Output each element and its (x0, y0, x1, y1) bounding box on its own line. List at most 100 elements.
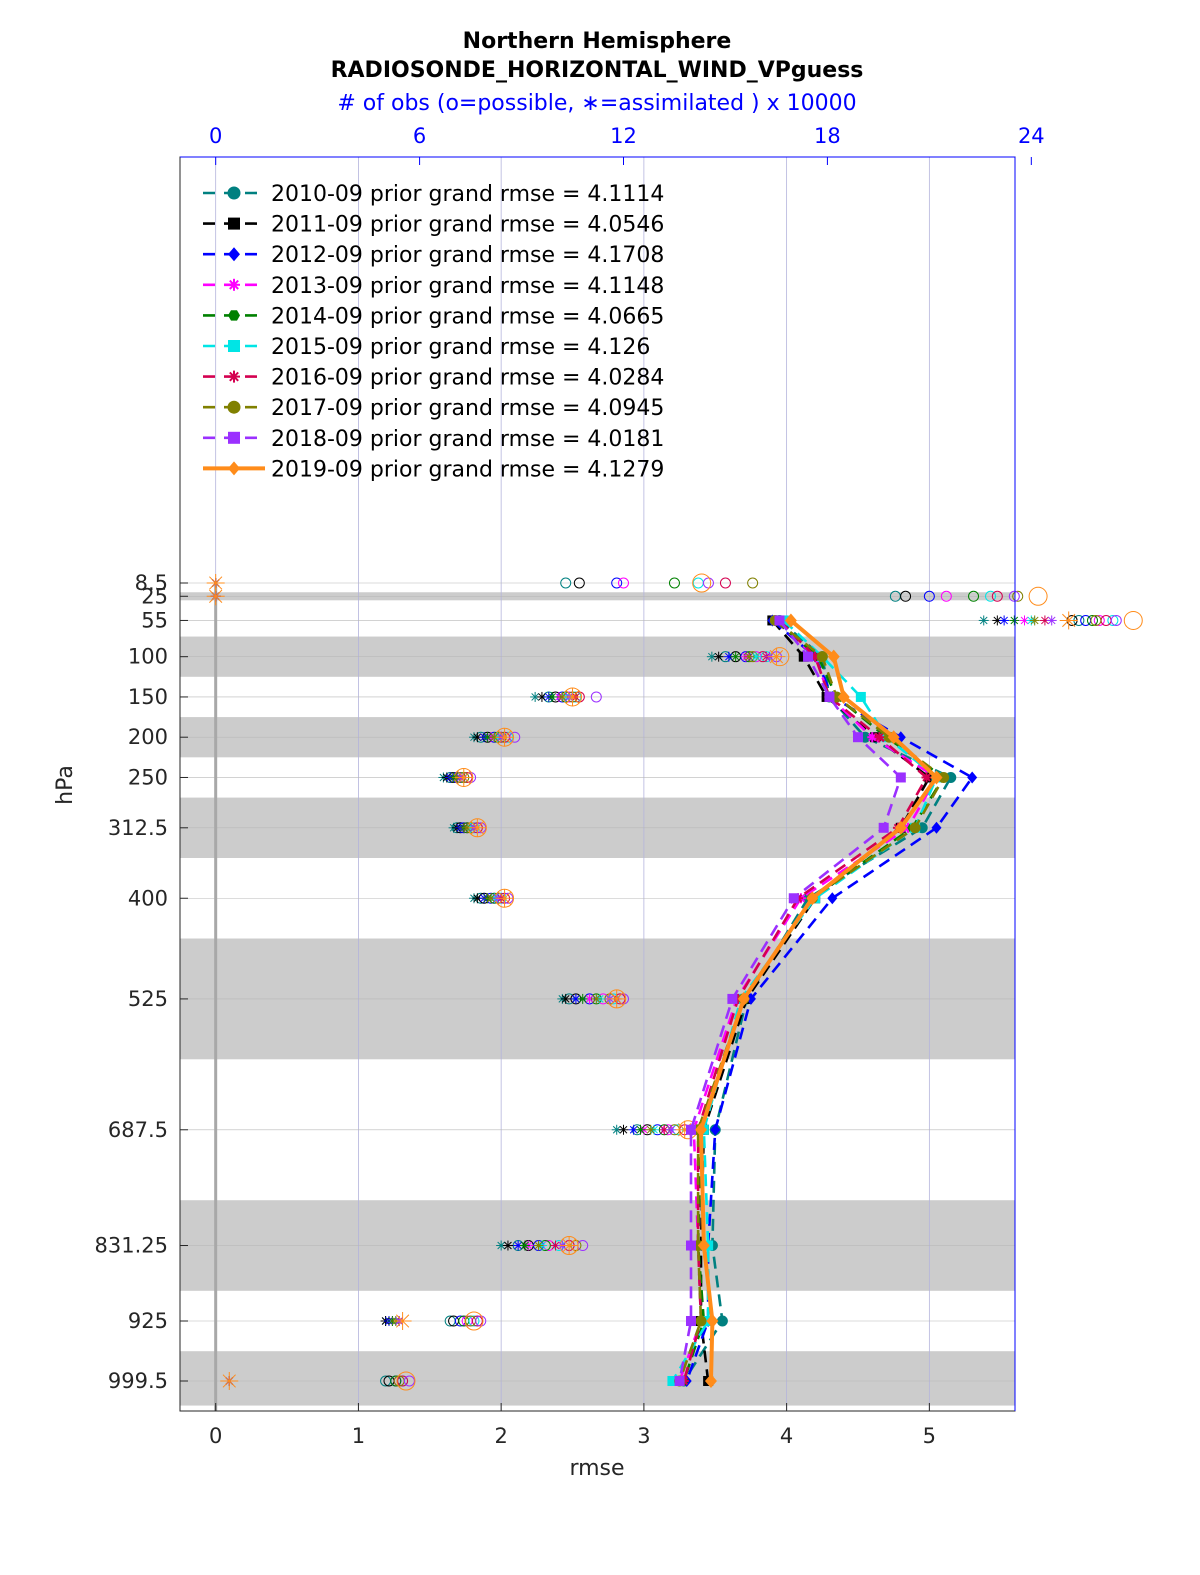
assimilated-obs-marker (1029, 615, 1040, 626)
asterisk-stroke (222, 1374, 236, 1388)
possible-obs-marker (1100, 614, 1112, 626)
asterisk-stroke (473, 894, 482, 903)
legend-marker (227, 400, 241, 414)
possible-obs-marker (573, 577, 585, 589)
series-point (824, 691, 835, 702)
series-line (698, 618, 939, 1382)
y-tick-label: 312.5 (108, 816, 168, 840)
asterisk-stroke (619, 1125, 628, 1134)
asterisk-stroke (629, 1125, 638, 1134)
assimilated-obs-marker (618, 1124, 629, 1135)
top-tick-label: 0 (209, 124, 222, 148)
series-point (803, 651, 814, 662)
assimilated-obs-marker (628, 1124, 639, 1135)
asterisk-stroke (979, 616, 988, 625)
possible-obs-marker (396, 1371, 416, 1391)
possible-obs-marker (1107, 614, 1119, 626)
series-point (695, 1315, 707, 1327)
asterisk-stroke (514, 1241, 522, 1250)
y-tick-label: 8.5 (135, 571, 168, 595)
possible-obs-marker (471, 1315, 483, 1327)
asterisk-stroke (1041, 616, 1049, 625)
assimilated-obs-marker (206, 574, 225, 592)
possible-obs-marker (747, 577, 759, 589)
series-point (667, 1376, 678, 1386)
assimilated-obs-marker (536, 691, 547, 702)
possible-obs-marker (611, 577, 623, 589)
series-lines (667, 613, 978, 1388)
y-tick-label: 200 (128, 725, 168, 749)
top-tick-label: 6 (413, 124, 426, 148)
asterisk-stroke (473, 733, 482, 742)
shaded-band (180, 1351, 1015, 1406)
possible-obs-marker (968, 590, 980, 602)
asterisk-stroke (875, 732, 884, 742)
series-point (874, 732, 885, 743)
assimilated-obs-marker (713, 651, 724, 662)
assimilated-obs-marker (999, 615, 1010, 626)
asterisk-stroke (561, 995, 570, 1003)
asterisk-stroke (592, 995, 601, 1003)
legend-marker (227, 186, 241, 200)
series-point (685, 1124, 696, 1135)
asterisk-stroke (714, 652, 723, 661)
asterisk-stroke (457, 770, 471, 785)
series-point (685, 1316, 696, 1327)
asterisk-stroke (565, 690, 580, 704)
series-point (967, 771, 978, 784)
asterisk-stroke (562, 1238, 576, 1253)
chart-subtitle: RADIOSONDE_HORIZONTAL_WIND_VPguess (331, 58, 864, 83)
series-point (806, 891, 819, 906)
possible-obs-marker (1012, 590, 1024, 602)
assimilated-obs-marker (635, 1124, 646, 1135)
obs-count-markers (206, 573, 1143, 1391)
possible-obs-marker (702, 577, 714, 589)
y-tick-label: 150 (128, 685, 168, 709)
series-point (816, 651, 828, 663)
assimilated-obs-marker (666, 1124, 677, 1135)
series-point (827, 649, 840, 664)
assimilated-obs-marker (513, 1240, 524, 1251)
assimilated-obs-marker (751, 651, 762, 662)
series-point (894, 820, 907, 835)
series-line (678, 619, 903, 1382)
series-point (710, 1123, 721, 1136)
series-point (895, 772, 906, 783)
asterisk-stroke (660, 1125, 669, 1134)
series-point (930, 770, 943, 785)
legend-marker (228, 461, 240, 476)
x-tick-label: 5 (923, 1424, 936, 1448)
asterisk-stroke (636, 1125, 645, 1134)
asterisk-stroke (229, 371, 239, 382)
x-axis-ticks: 0 1 2 3 4 5 (209, 1403, 936, 1448)
series-point (774, 615, 785, 626)
legend-marker (228, 340, 240, 352)
asterisk-stroke (585, 995, 594, 1003)
possible-obs-marker (1123, 610, 1143, 630)
possible-obs-marker (923, 590, 935, 602)
possible-obs-marker (390, 1375, 402, 1387)
series-line (682, 619, 953, 1382)
series-point (909, 822, 921, 834)
assimilated-obs-marker (454, 768, 473, 787)
top-axis-ticks: 0612182430 (209, 124, 1045, 165)
legend-entry: 2018-09 prior grand rmse = 4.0181 (271, 427, 664, 452)
possible-obs-marker (590, 691, 602, 703)
assimilated-obs-marker (495, 728, 514, 747)
y-tick-label: 25 (141, 584, 168, 608)
top-axis-label: # of obs (o=possible, ∗=assimilated ) x … (337, 91, 856, 116)
asterisk-stroke (548, 693, 556, 701)
legend-marker (228, 278, 240, 291)
asterisk-stroke (470, 821, 485, 835)
asterisk-stroke (395, 1314, 410, 1328)
possible-obs-marker (560, 577, 572, 589)
legend: 2010-09 prior grand rmse = 4.1114 2011-09… (203, 182, 664, 482)
asterisk-stroke (209, 589, 223, 603)
legend-entry: 2017-09 prior grand rmse = 4.0945 (271, 396, 664, 421)
assimilated-obs-marker (563, 687, 582, 706)
possible-obs-marker (692, 573, 712, 593)
y-tick-label: 250 (128, 765, 168, 789)
x-tick-label: 2 (494, 1424, 507, 1448)
